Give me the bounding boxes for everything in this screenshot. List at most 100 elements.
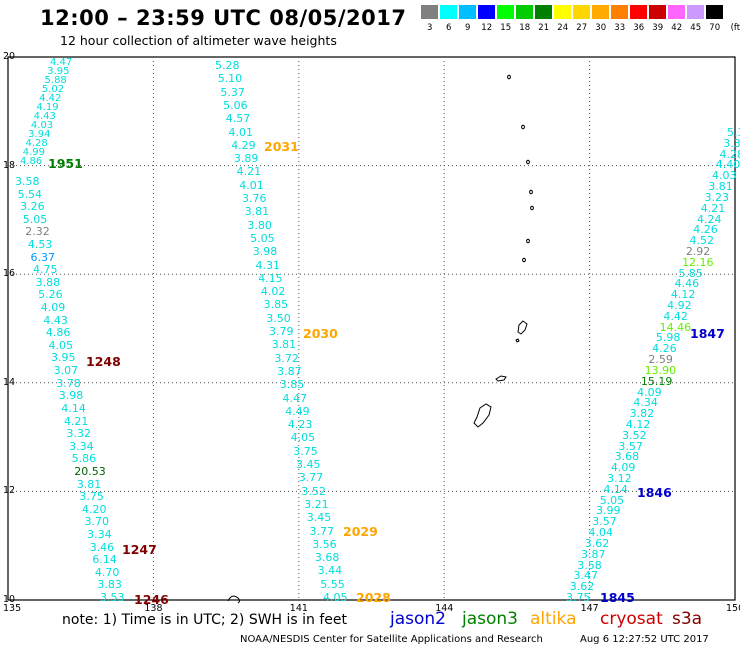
wave-height-value: 5.37 — [727, 126, 740, 139]
latitude-label: 10 — [3, 594, 16, 605]
wave-height-value: 4.49 — [285, 404, 310, 418]
map-subtitle: 12 hour collection of altimeter wave hei… — [60, 33, 337, 48]
satellite-legend-jason2: jason2 — [390, 609, 446, 629]
wave-height-value: 3.53 — [100, 591, 125, 604]
wave-height-value: 3.34 — [69, 439, 94, 453]
wave-height-value: 5.02 — [41, 84, 65, 95]
wave-height-value: 3.72 — [274, 351, 299, 365]
wave-height-value: 14.46 — [659, 320, 692, 334]
wave-height-value: 5.37 — [220, 85, 245, 99]
generation-timestamp: Aug 6 12:27:52 UTC 2017 — [580, 634, 709, 645]
wave-height-value: 3.21 — [304, 497, 329, 511]
colorbar-swatch — [478, 5, 496, 19]
wave-height-value: 2.92 — [685, 244, 711, 258]
island-shape — [515, 338, 520, 343]
wave-height-value: 4.34 — [633, 396, 658, 410]
wave-height-value: 3.26 — [20, 200, 45, 214]
wave-height-value: 5.26 — [38, 288, 63, 302]
wave-height-value: 4.75 — [33, 263, 58, 277]
guam-shape — [473, 403, 492, 428]
wave-height-value: 4.03 — [712, 169, 737, 183]
wave-height-value: 5.28 — [215, 59, 240, 72]
wave-height-value: 4.53 — [27, 238, 53, 252]
wave-height-value: 3.52 — [301, 484, 326, 498]
wave-height-value: 4.31 — [255, 258, 281, 272]
longitude-label: 144 — [435, 603, 454, 614]
wave-height-value: 4.09 — [610, 461, 636, 475]
islands — [227, 74, 534, 604]
wave-height-value: 3.78 — [56, 376, 81, 390]
island-shape — [227, 595, 240, 604]
wave-height-value: 3.23 — [704, 190, 730, 204]
wave-height-value: 4.05 — [48, 338, 73, 352]
wave-height-value: 3.88 — [35, 275, 61, 289]
wave-height-value: 5.05 — [250, 231, 275, 245]
wave-height-value: 4.19 — [36, 102, 59, 113]
track-time-label: 1248 — [86, 354, 121, 369]
wave-height-value: 5.54 — [17, 187, 43, 201]
wave-height-value: 3.70 — [84, 515, 110, 529]
island-shape — [530, 205, 534, 211]
track-time-label: 1246 — [134, 592, 169, 607]
wave-height-value: 3.98 — [252, 245, 278, 259]
wave-height-value: 4.15 — [258, 271, 283, 285]
wave-height-value: 4.42 — [39, 93, 62, 104]
wave-height-value: 3.34 — [87, 527, 112, 541]
wave-height-value: 4.92 — [667, 299, 692, 313]
colorbar-tick-label: 39 — [652, 23, 664, 33]
wave-height-value: 4.47 — [282, 391, 308, 405]
wave-height-value: 5.10 — [217, 72, 243, 86]
wave-height-value: 5.05 — [599, 493, 625, 507]
credit-line: NOAA/NESDIS Center for Satellite Applica… — [240, 634, 543, 645]
wave-height-value: 3.75 — [79, 490, 104, 504]
wave-height-value: 5.88 — [44, 75, 67, 86]
wave-height-value: 4.21 — [63, 414, 89, 428]
colorbar-tick-label: 27 — [576, 23, 588, 33]
track-time-label: 2030 — [303, 326, 338, 341]
wave-height-value: 4.86 — [45, 326, 71, 340]
map-frame — [7, 56, 736, 601]
wave-height-value: 3.99 — [595, 504, 621, 518]
wave-height-value: 3.68 — [314, 551, 340, 565]
latitude-label: 20 — [3, 51, 16, 62]
track-time-label: 1846 — [637, 485, 672, 500]
wave-height-value: 15.19 — [640, 374, 673, 388]
longitude-label: 138 — [144, 603, 163, 614]
wave-height-value: 3.46 — [89, 540, 115, 554]
track-time-label: 1847 — [690, 326, 725, 341]
wave-height-value: 4.23 — [287, 418, 313, 432]
wave-height-value: 4.28 — [719, 147, 740, 161]
wave-height-value: 4.01 — [228, 125, 254, 139]
wave-height-value: 3.76 — [242, 192, 267, 205]
colorbar-swatch — [611, 5, 629, 19]
track-time-label: 2031 — [264, 139, 299, 154]
wave-height-value: 3.81 — [708, 180, 733, 194]
wave-height-value: 3.75 — [566, 591, 591, 604]
wave-height-value: 4.43 — [33, 111, 56, 122]
wave-height-value: 3.62 — [569, 580, 595, 594]
wave-height-value: 3.68 — [614, 450, 640, 464]
wave-height-value: 3.89 — [233, 152, 259, 166]
colorbar-tick-label: 21 — [538, 23, 550, 33]
satellite-legend-altika: altika — [530, 609, 577, 629]
colorbar-tick-label: 3 — [426, 23, 433, 33]
wave-height-value: 3.45 — [306, 511, 332, 525]
wave-height-value: 4.20 — [81, 502, 107, 516]
wave-height-value: 3.75 — [293, 444, 318, 458]
track-time-label: 1247 — [122, 542, 157, 557]
track-time-label: 2029 — [343, 524, 378, 539]
wave-height-value: 20.53 — [74, 464, 106, 478]
wave-height-value: 4.01 — [239, 178, 264, 192]
wave-height-value: 3.77 — [309, 524, 335, 538]
wave-height-value: 4.09 — [40, 301, 66, 315]
wave-height-value: 3.85 — [279, 378, 305, 392]
wave-height-value: 4.26 — [652, 342, 677, 356]
island-shape — [507, 74, 511, 80]
satellite-legend-jason3: jason3 — [462, 609, 518, 629]
wave-height-value: 4.29 — [231, 138, 256, 152]
colorbar-swatch — [421, 5, 439, 19]
colorbar-swatch — [440, 5, 458, 19]
island-shape — [517, 320, 528, 335]
wave-height-value: 4.70 — [94, 565, 120, 579]
